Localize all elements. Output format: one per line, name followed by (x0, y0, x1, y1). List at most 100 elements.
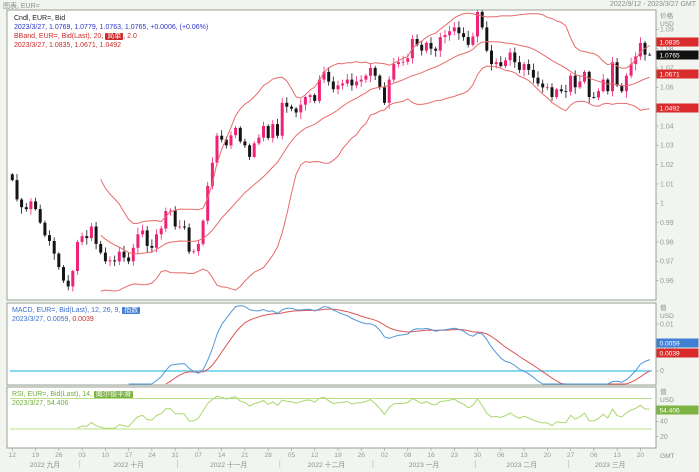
candle-body (108, 260, 112, 262)
macd-value-badge (656, 338, 699, 348)
candle-body (569, 75, 573, 92)
candle-body (252, 143, 256, 157)
month-label: 2022 九月 (30, 460, 61, 469)
candle-body (164, 211, 168, 229)
price-tick-label: 1.09 (660, 27, 674, 34)
candle-body (559, 89, 563, 92)
macd-values: 2023/3/27, 0.0059, 0.0039 (12, 315, 140, 324)
rsi-axis-title: USD (660, 397, 674, 404)
candle-body (262, 126, 265, 138)
bband-label-suffix: , 2.0 (123, 33, 137, 40)
candle-body (350, 79, 354, 86)
rsi-value-badge-text: 54.406 (660, 407, 681, 414)
candle-body (243, 141, 247, 146)
date-tick-label: 26 (55, 452, 63, 459)
candle-body (378, 75, 382, 88)
price-tick-label: 1 (660, 201, 664, 208)
date-tick-label: 14 (218, 452, 226, 459)
candle-body (131, 247, 135, 262)
candle-body (299, 104, 303, 113)
bband-values: 2023/3/27, 1.0835, 1.0671, 1.0492 (14, 42, 122, 49)
candle-body (648, 54, 652, 56)
candle-body (517, 62, 521, 70)
candle-body (564, 91, 568, 92)
bband-middle-line (100, 41, 650, 255)
candle-body (183, 226, 186, 228)
date-tick-label: 06 (497, 452, 505, 459)
price-tick-label: 0.98 (660, 239, 674, 246)
candle-body (369, 68, 372, 76)
candle-body (85, 236, 89, 239)
candle-body (490, 50, 493, 65)
candle-body (555, 89, 559, 97)
candle-body (38, 209, 42, 223)
candle-body (606, 79, 610, 92)
rsi-panel-legend: RSI, EUR=, Bid(Last), 14, 威尔德平滑 2023/3/2… (12, 390, 133, 408)
price-tick-label: 0.97 (660, 259, 674, 266)
candle-body (34, 201, 38, 210)
candle-body (24, 207, 28, 210)
price-axis-title: USD (660, 21, 674, 28)
candle-body (434, 48, 438, 51)
month-label: 2022 十月 (113, 460, 144, 469)
candle-body (355, 81, 359, 86)
candle-body (169, 210, 172, 212)
candle-body (145, 230, 149, 246)
candle-body (452, 27, 456, 32)
rsi-smoothing-chip[interactable]: 威尔德平滑 (93, 391, 133, 398)
candle-body (550, 87, 554, 97)
candle-body (508, 52, 512, 61)
chart-title: 图表, EUR= (3, 3, 40, 10)
candle-body (173, 210, 177, 227)
candle-body (238, 127, 242, 142)
month-label: 2023 一月 (409, 461, 440, 469)
candle-body (476, 11, 479, 37)
candle-body (290, 106, 293, 109)
candle-body (373, 68, 377, 76)
candle-body (57, 253, 61, 268)
candle-body (620, 85, 624, 92)
date-tick-label: 12 (9, 452, 17, 459)
macd-axis-title: 值 (660, 303, 667, 312)
bband-ma-type-chip[interactable]: 简单 (105, 33, 124, 40)
bband-series-label: BBand, EUR=, Bid(Last), 20, 简单, 2.0 (14, 32, 208, 41)
date-tick-label: 13 (520, 452, 528, 459)
month-label: 2023 三月 (595, 461, 626, 469)
candle-body (159, 228, 163, 235)
candle-body (89, 226, 93, 239)
candle-body (71, 271, 75, 287)
candle-body (280, 102, 284, 136)
date-tick-label: 05 (288, 452, 296, 459)
candle-body (406, 58, 410, 62)
macd-series-label: MACD, EUR=, Bid(Last), 12, 26, 9, 指数 (12, 306, 141, 315)
candle-body (611, 62, 614, 92)
candle-body (15, 180, 19, 200)
price-tick-label: 1.07 (660, 65, 674, 72)
last-price-badge (656, 50, 699, 60)
price-tick-label: 0.96 (660, 278, 674, 285)
macd-panel-legend: MACD, EUR=, Bid(Last), 12, 26, 9, 指数 202… (12, 306, 141, 324)
date-tick-label: 27 (567, 452, 575, 459)
candle-body (99, 243, 103, 253)
date-tick-label: 28 (265, 452, 273, 459)
macd-tick-label: 0.01 (660, 321, 674, 328)
macd-ma-type-chip[interactable]: 指数 (122, 307, 141, 314)
macd-tick-label: 0 (660, 368, 664, 375)
macd-axis-title: USD (660, 313, 674, 320)
candle-body (341, 83, 345, 86)
candle-body (597, 91, 600, 98)
candle-body (624, 75, 628, 92)
candle-body (531, 69, 535, 78)
candle-body (629, 64, 633, 76)
candle-body (103, 252, 107, 262)
candle-body (462, 33, 466, 38)
candle-body (313, 95, 317, 101)
candle-body (383, 87, 386, 103)
macd-value-text: 2023/3/27, 0.0059, (12, 316, 73, 323)
bband-middle-badge (656, 69, 699, 79)
date-tick-label: 24 (148, 452, 156, 459)
month-label: 2022 十一月 (210, 460, 247, 469)
candle-body (485, 27, 489, 51)
macd-signal-badge-text: 0.0039 (660, 350, 681, 357)
